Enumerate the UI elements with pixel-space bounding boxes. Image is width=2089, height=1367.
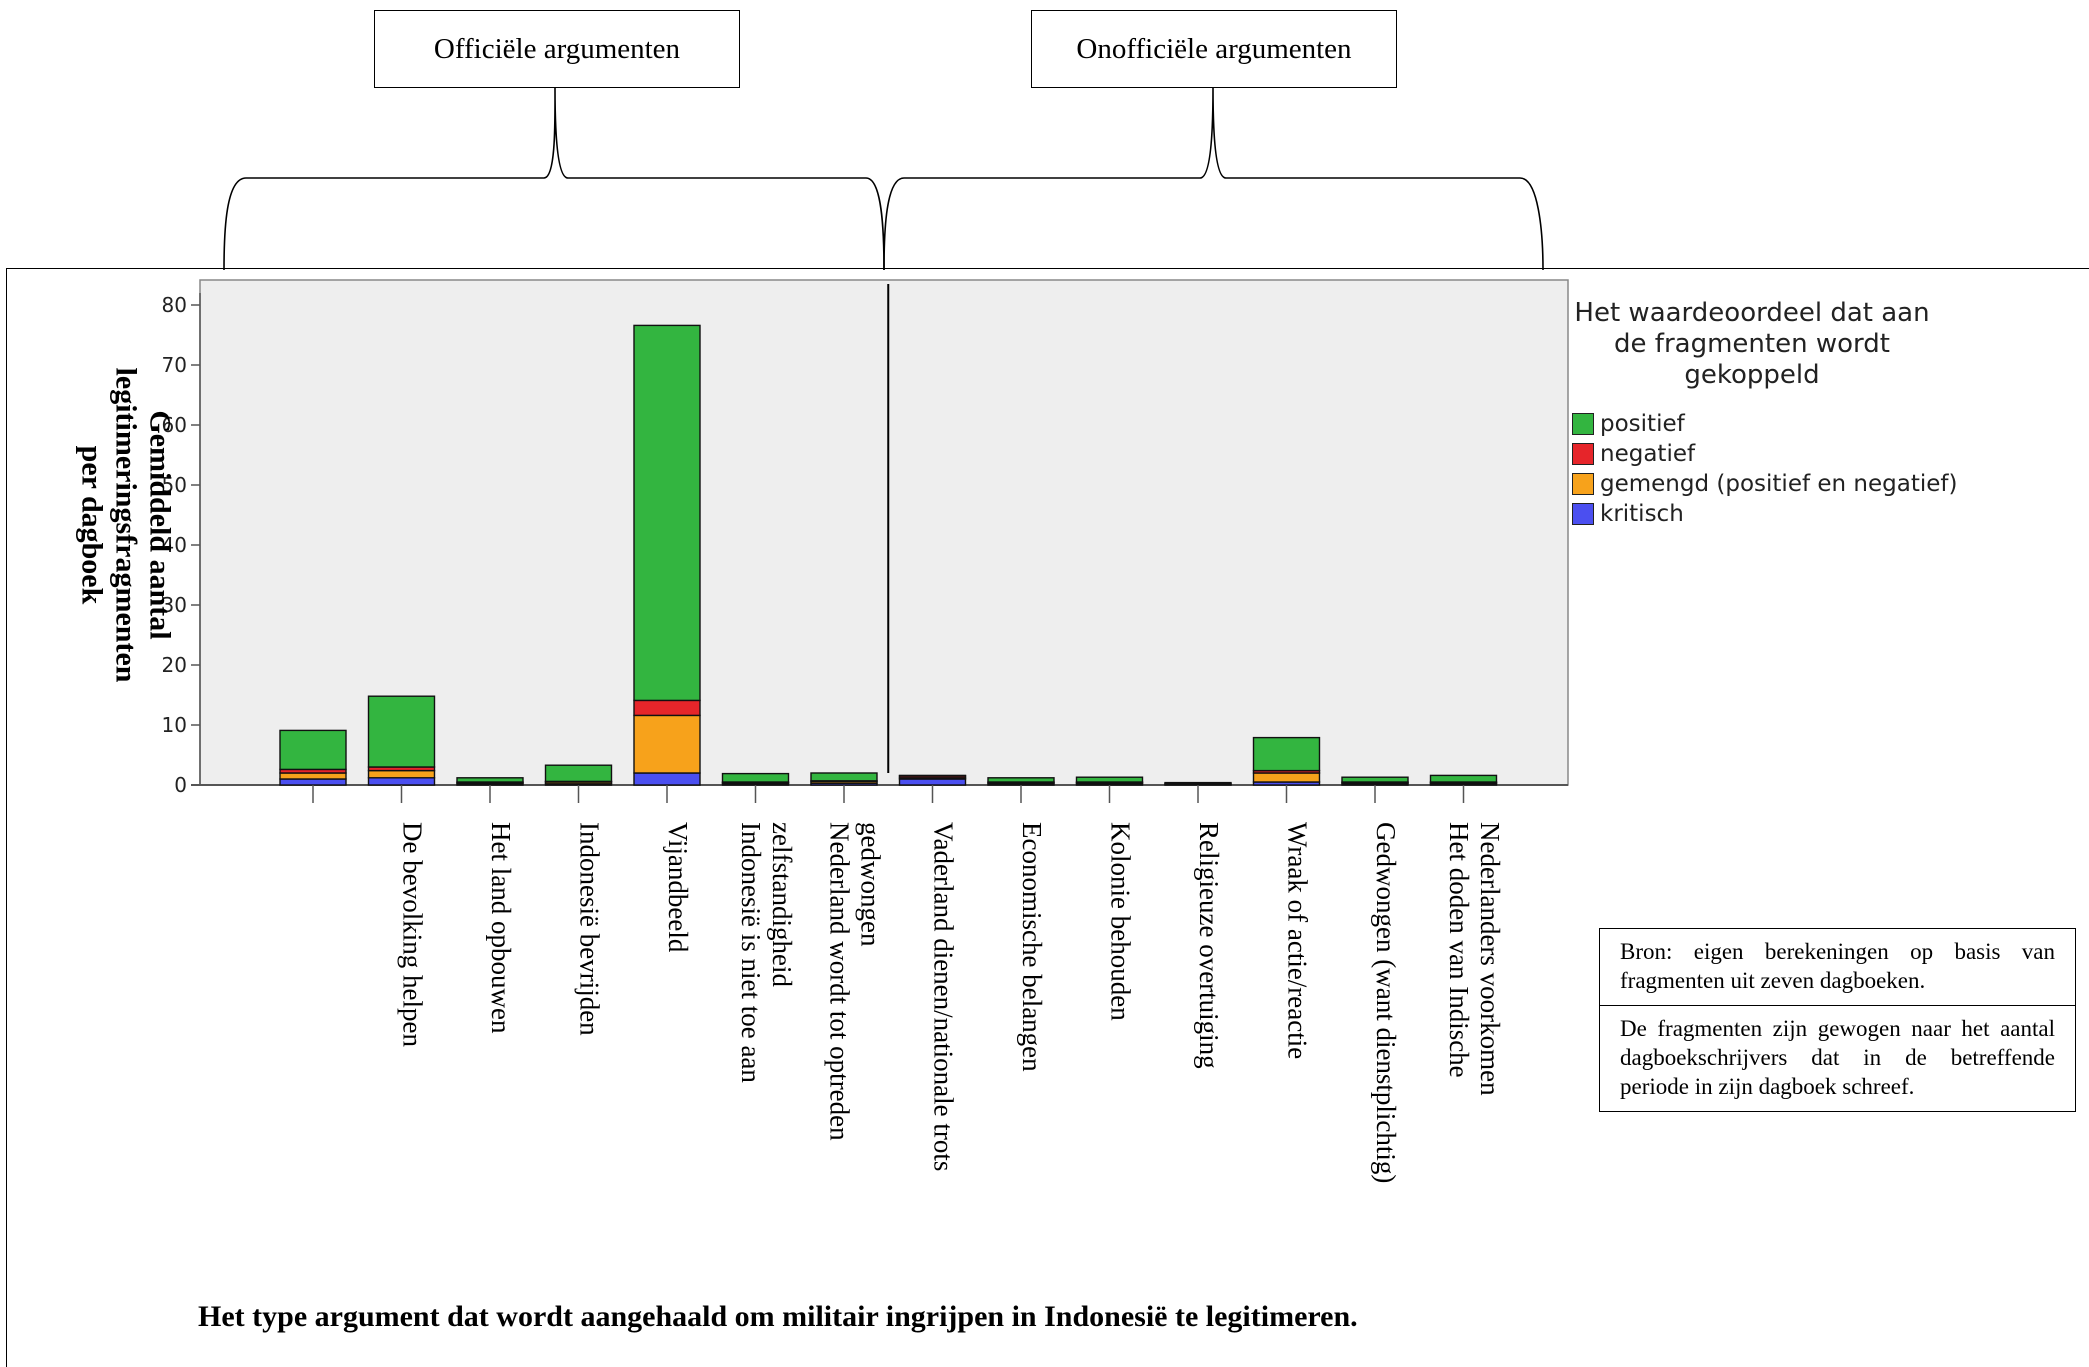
legend-label-gemengd: gemengd (positief en negatief): [1600, 471, 1958, 497]
legend-label-negatief: negatief: [1600, 441, 1696, 467]
weighting-note: De fragmenten zijn gewogen naar het aant…: [1600, 1005, 2075, 1111]
bar-segment-positief: [1341, 776, 1409, 783]
x-category-label-line: Kolonie behouden: [1106, 822, 1136, 1021]
x-category-label: Economische belangen: [1017, 822, 1047, 1072]
y-axis-title: Gemiddeld aantal legitimeringsfragmenten…: [20, 368, 230, 683]
x-category-label-line: Religieuze overtuiging: [1194, 822, 1224, 1069]
x-category-label-line: Gedwongen (want dienstplichtig): [1371, 822, 1401, 1183]
x-category-label-line: Nederland wordt tot optreden: [825, 822, 855, 1141]
x-category-label: Gedwongen (want dienstplichtig): [1371, 822, 1401, 1183]
x-category-label-line: Indonesië is niet toe aan: [736, 822, 766, 1083]
y-tick-label: 60: [162, 413, 187, 437]
x-category-label: Vaderland dienen/nationale trots: [929, 822, 959, 1171]
x-category-label: Nederland wordt tot optreden gedwongen: [825, 822, 886, 1141]
legend-label-kritisch: kritisch: [1600, 501, 1684, 527]
y-tick-label: 40: [162, 533, 187, 557]
legend-title-line-3: gekoppeld: [1684, 360, 1820, 390]
y-tick-label: 80: [162, 293, 187, 317]
official-brace: [223, 87, 885, 271]
x-category-label-line: Het land opbouwen: [486, 822, 516, 1034]
bar-segment-kritisch: [367, 777, 436, 786]
y-tick-label: 0: [174, 773, 187, 797]
unofficial-arguments-box: Onofficiële argumenten: [1031, 10, 1397, 88]
bar-segment-positief: [456, 777, 524, 783]
x-category-label: Het land opbouwen: [486, 822, 516, 1034]
bar-segment-kritisch: [633, 772, 701, 786]
legend-label-positief: positief: [1600, 411, 1685, 437]
x-category-label-line: zelfstandigheid: [767, 822, 797, 987]
bar-segment-kritisch: [898, 778, 967, 786]
bar-segment-positief: [810, 772, 878, 782]
figure-frame: [6, 268, 2089, 1367]
legend-swatch-positief: [1572, 413, 1594, 435]
x-category-label-line: Wraak of actie/reactie: [1283, 822, 1313, 1059]
x-category-label: Het doden van Indische Nederlanders voork…: [1444, 822, 1505, 1096]
bar-segment-positief: [1252, 736, 1321, 772]
unofficial-arguments-label: Onofficiële argumenten: [1076, 32, 1352, 65]
x-category-label-line: De bevolking helpen: [398, 822, 428, 1047]
official-arguments-label: Officiële argumenten: [433, 32, 681, 65]
legend-title: Het waardeoordeel dat aan de fragmenten …: [1532, 298, 1972, 391]
y-axis-title-line-1: Gemiddeld aantal: [143, 410, 177, 640]
figure-caption: Het type argument dat wordt aangehaald o…: [198, 1300, 1358, 1333]
source-notes: Bron: eigen berekeningen op basis van fr…: [1599, 928, 2076, 1112]
y-tick-label: 70: [162, 353, 187, 377]
x-category-label-line: Nederlanders voorkomen: [1475, 822, 1505, 1096]
x-category-label-line: Vijandbeeld: [663, 822, 693, 953]
x-category-label: Religieuze overtuiging: [1194, 822, 1224, 1069]
bar-segment-positief: [1075, 776, 1144, 783]
bar-segment-positief: [633, 324, 701, 702]
legend-item-kritisch: kritisch: [1572, 499, 1972, 529]
bar-segment-positief: [544, 764, 613, 783]
legend-swatch-gemengd: [1572, 473, 1594, 495]
bar-segment-positief: [1164, 781, 1232, 785]
y-tick-label: 10: [162, 713, 187, 737]
bar-segment-gemengd: [279, 772, 347, 780]
official-arguments-box: Officiële argumenten: [374, 10, 740, 88]
x-category-label: Kolonie behouden: [1106, 822, 1136, 1021]
x-category-label: Indonesië is niet toe aan zelfstandigheid: [736, 822, 797, 1083]
legend-title-line-1: Het waardeoordeel dat aan: [1574, 298, 1930, 328]
bar-segment-positief: [898, 774, 967, 777]
bar-segment-negatief: [633, 699, 701, 717]
y-axis-title-line-3: per dagboek: [75, 445, 109, 605]
legend-item-negatief: negatief: [1572, 439, 1972, 469]
x-category-label-line: Vaderland dienen/nationale trots: [929, 822, 959, 1171]
bars: [279, 324, 1498, 803]
group-braces: [223, 87, 1544, 271]
legend-title-line-2: de fragmenten wordt: [1614, 329, 1890, 359]
legend-item-gemengd: gemengd (positief en negatief): [1572, 469, 1972, 499]
bar-segment-positief: [987, 777, 1055, 783]
x-category-label-line: Indonesië bevrijden: [575, 822, 605, 1036]
bar-segment-gemengd: [1252, 772, 1321, 783]
y-tick-label: 30: [162, 593, 187, 617]
source-note: Bron: eigen berekeningen op basis van fr…: [1620, 939, 2055, 993]
x-category-label: Indonesië bevrijden: [575, 822, 605, 1036]
x-category-label: Wraak of actie/reactie: [1283, 822, 1313, 1059]
bar-segment-positief: [1429, 774, 1498, 783]
legend-item-positief: positief: [1572, 409, 1972, 439]
bar-segment-gemengd: [367, 769, 436, 779]
x-category-label-line: Economische belangen: [1017, 822, 1047, 1072]
legend-swatch-kritisch: [1572, 503, 1594, 525]
legend-swatch-negatief: [1572, 443, 1594, 465]
bar-segment-positief: [721, 772, 790, 783]
bar-segment-kritisch: [279, 778, 347, 786]
x-category-label-line: Het doden van Indische: [1444, 822, 1474, 1078]
legend: Het waardeoordeel dat aan de fragmenten …: [1572, 298, 1972, 529]
y-tick-label: 20: [162, 653, 187, 677]
x-axis-labels: De bevolking helpen Het land opbouwen Indo…: [398, 822, 1506, 1183]
x-category-label: De bevolking helpen: [398, 822, 428, 1047]
y-tick-label: 50: [162, 473, 187, 497]
x-category-label-line: gedwongen: [856, 822, 886, 947]
unofficial-brace: [883, 87, 1544, 271]
x-category-label: Vijandbeeld: [663, 822, 693, 953]
y-axis-title-line-2: legitimeringsfragmenten: [109, 367, 143, 683]
bar-segment-positief: [367, 695, 436, 768]
bar-segment-gemengd: [633, 714, 701, 774]
bar-segment-positief: [279, 729, 347, 771]
